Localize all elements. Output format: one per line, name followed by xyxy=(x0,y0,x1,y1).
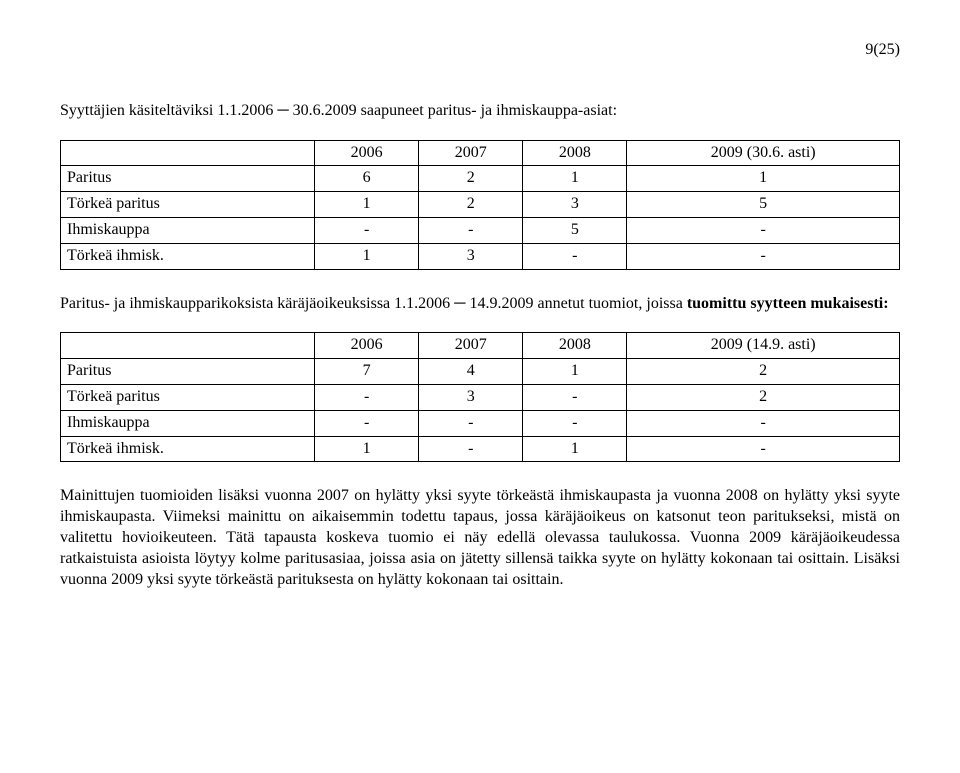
cell: 1 xyxy=(315,192,419,218)
cell: - xyxy=(627,436,900,462)
row-label: Törkeä paritus xyxy=(61,192,315,218)
cell: 3 xyxy=(523,192,627,218)
table-row: Ihmiskauppa - - 5 - xyxy=(61,217,900,243)
row-label: Törkeä paritus xyxy=(61,384,315,410)
header-2008: 2008 xyxy=(523,140,627,166)
cell: 1 xyxy=(627,166,900,192)
header-2006: 2006 xyxy=(315,140,419,166)
cell: - xyxy=(627,243,900,269)
table-convictions: 2006 2007 2008 2009 (14.9. asti) Paritus… xyxy=(60,332,900,462)
cell: - xyxy=(315,384,419,410)
cell: 2 xyxy=(419,192,523,218)
cell: - xyxy=(523,243,627,269)
cell: 2 xyxy=(627,384,900,410)
cell: - xyxy=(315,217,419,243)
cell: - xyxy=(627,217,900,243)
table-row: Törkeä ihmisk. 1 - 1 - xyxy=(61,436,900,462)
cell: 1 xyxy=(523,359,627,385)
cell: - xyxy=(315,410,419,436)
cell: 2 xyxy=(419,166,523,192)
cell: - xyxy=(419,217,523,243)
header-2006: 2006 xyxy=(315,333,419,359)
row-label: Ihmiskauppa xyxy=(61,217,315,243)
cell: 7 xyxy=(315,359,419,385)
row-label: Ihmiskauppa xyxy=(61,410,315,436)
cell: - xyxy=(419,410,523,436)
cell: 4 xyxy=(419,359,523,385)
header-2009: 2009 (30.6. asti) xyxy=(627,140,900,166)
body-paragraph: Mainittujen tuomioiden lisäksi vuonna 20… xyxy=(60,486,900,590)
row-label: Törkeä ihmisk. xyxy=(61,436,315,462)
row-label: Törkeä ihmisk. xyxy=(61,243,315,269)
row-label: Paritus xyxy=(61,359,315,385)
table-row: Törkeä paritus - 3 - 2 xyxy=(61,384,900,410)
table-cases-received: 2006 2007 2008 2009 (30.6. asti) Paritus… xyxy=(60,140,900,270)
table-header-row: 2006 2007 2008 2009 (30.6. asti) xyxy=(61,140,900,166)
header-blank xyxy=(61,333,315,359)
intro-text-1: Syyttäjien käsiteltäviksi 1.1.2006 ─ 30.… xyxy=(60,101,900,122)
cell: 2008 xyxy=(523,333,627,359)
header-2007: 2007 xyxy=(419,333,523,359)
header-2007: 2007 xyxy=(419,140,523,166)
cell: - xyxy=(523,384,627,410)
cell: 1 xyxy=(315,243,419,269)
table-row: Paritus 6 2 1 1 xyxy=(61,166,900,192)
header-2009: 2009 (14.9. asti) xyxy=(627,333,900,359)
intro2-bold: tuomittu syytteen mukaisesti: xyxy=(687,295,889,312)
table-row: Paritus 7 4 1 2 xyxy=(61,359,900,385)
row-label: Paritus xyxy=(61,166,315,192)
cell: 3 xyxy=(419,243,523,269)
cell: 2 xyxy=(627,359,900,385)
table-row: Törkeä paritus 1 2 3 5 xyxy=(61,192,900,218)
table-row: Törkeä ihmisk. 1 3 - - xyxy=(61,243,900,269)
cell: 1 xyxy=(523,436,627,462)
cell: - xyxy=(627,410,900,436)
cell: - xyxy=(419,436,523,462)
page-number: 9(25) xyxy=(60,40,900,61)
intro2-part-a: Paritus- ja ihmiskaupparikoksista käräjä… xyxy=(60,295,687,312)
table-header-row: 2006 2007 2008 2009 (14.9. asti) xyxy=(61,333,900,359)
cell: 6 xyxy=(315,166,419,192)
cell: 5 xyxy=(627,192,900,218)
cell: 1 xyxy=(315,436,419,462)
cell: - xyxy=(523,410,627,436)
cell: 3 xyxy=(419,384,523,410)
cell: 1 xyxy=(523,166,627,192)
intro-text-2: Paritus- ja ihmiskaupparikoksista käräjä… xyxy=(60,294,900,315)
table-row: Ihmiskauppa - - - - xyxy=(61,410,900,436)
header-blank xyxy=(61,140,315,166)
cell: 5 xyxy=(523,217,627,243)
